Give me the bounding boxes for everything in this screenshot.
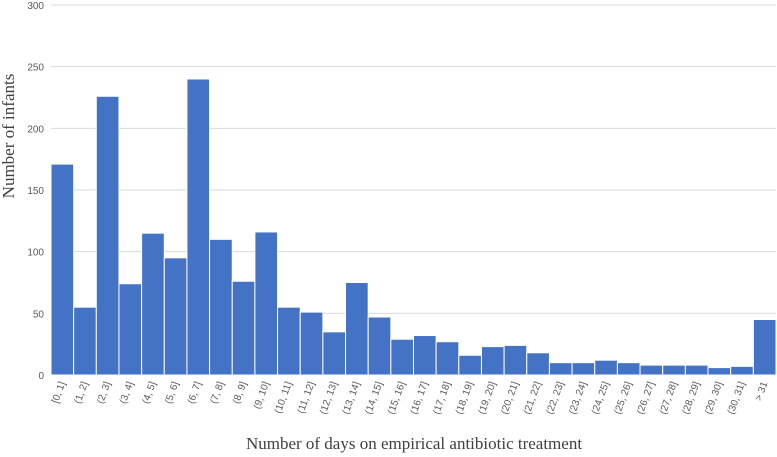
x-tick-label: (19, 20] bbox=[477, 380, 499, 416]
x-tick-label: (29, 30] bbox=[703, 380, 725, 416]
bar bbox=[254, 231, 279, 376]
x-tick-label: (2, 3] bbox=[95, 380, 113, 405]
bar bbox=[50, 163, 75, 376]
x-tick-label: (3, 4] bbox=[118, 380, 136, 405]
x-tick-label: (30, 31] bbox=[726, 380, 748, 416]
x-tick-label: (17, 18] bbox=[431, 380, 453, 416]
x-tick-label: (10, 11] bbox=[273, 380, 295, 415]
bar bbox=[322, 331, 347, 376]
x-tick-label: (23, 24] bbox=[567, 380, 589, 416]
bar bbox=[95, 95, 120, 376]
bar bbox=[367, 316, 392, 376]
x-tick-label: (24, 25] bbox=[590, 380, 612, 416]
x-tick-label: (18, 19] bbox=[454, 380, 476, 416]
y-tick-label: 250 bbox=[27, 63, 44, 74]
y-tick-label: 100 bbox=[27, 248, 44, 259]
y-axis-ticks: 0 50 100 150 200 250 300 bbox=[27, 1, 44, 382]
bar bbox=[299, 311, 324, 376]
bar bbox=[752, 319, 777, 376]
bar bbox=[390, 338, 414, 376]
bar bbox=[413, 335, 437, 376]
x-tick-label: (21, 22] bbox=[522, 380, 544, 416]
bar bbox=[118, 283, 143, 376]
x-tick-label: (11, 12] bbox=[296, 380, 318, 415]
x-tick-label: (28, 29] bbox=[681, 380, 703, 416]
x-tick-label: (27, 28] bbox=[658, 380, 680, 416]
x-tick-label: (22, 23] bbox=[545, 380, 567, 416]
y-tick-label: 50 bbox=[33, 309, 45, 320]
x-tick-label: (1, 2] bbox=[73, 380, 91, 405]
y-axis-title: Number of infants bbox=[0, 74, 18, 199]
bar bbox=[163, 257, 188, 376]
y-tick-label: 200 bbox=[27, 124, 44, 135]
bar bbox=[684, 364, 709, 376]
x-tick-label: (7, 8] bbox=[209, 380, 227, 405]
y-tick-label: 300 bbox=[27, 1, 44, 12]
x-tick-label: (6, 7] bbox=[186, 380, 204, 405]
x-tick-label: [0, 1] bbox=[50, 380, 68, 405]
bars bbox=[50, 78, 777, 376]
bar bbox=[571, 362, 596, 376]
x-tick-label: (26, 27] bbox=[635, 380, 657, 416]
bar bbox=[435, 341, 460, 376]
x-tick-label: (20, 21] bbox=[499, 380, 521, 416]
x-tick-label: (25, 26] bbox=[613, 380, 635, 416]
x-tick-label: (13, 14] bbox=[341, 380, 363, 416]
bar bbox=[526, 352, 550, 376]
x-tick-label: (12, 13] bbox=[318, 380, 340, 416]
x-tick-label: > 31 bbox=[753, 380, 770, 403]
bar bbox=[231, 280, 256, 376]
bar bbox=[707, 367, 732, 376]
bar bbox=[480, 346, 505, 376]
x-axis-ticks: [0, 1] (1, 2] (2, 3] (3, 4] (4, 5] (5, 6] (6, … bbox=[50, 380, 770, 416]
bar bbox=[730, 365, 754, 376]
bar bbox=[277, 306, 301, 376]
x-tick-label: (15, 16] bbox=[386, 380, 408, 416]
x-tick-label: (14, 15] bbox=[363, 380, 385, 416]
bar bbox=[616, 362, 641, 376]
x-tick-label: (16, 17] bbox=[409, 380, 431, 416]
x-tick-label: (4, 5] bbox=[141, 380, 159, 405]
x-axis-title: Number of days on empirical antibiotic t… bbox=[246, 434, 582, 453]
bar bbox=[141, 232, 165, 376]
y-tick-label: 0 bbox=[38, 371, 44, 382]
bar bbox=[73, 306, 97, 376]
x-tick-label: (8, 9] bbox=[231, 380, 249, 405]
bar bbox=[209, 238, 233, 376]
bar bbox=[548, 362, 573, 376]
bar bbox=[594, 359, 618, 376]
bar bbox=[186, 78, 211, 376]
x-tick-label: (5, 6] bbox=[163, 380, 181, 405]
bar bbox=[503, 344, 528, 376]
bar bbox=[639, 364, 664, 376]
bar bbox=[458, 354, 482, 376]
bar bbox=[662, 364, 686, 376]
bar bbox=[345, 282, 369, 376]
x-tick-label: (9, 10] bbox=[252, 380, 272, 411]
y-tick-label: 150 bbox=[27, 186, 44, 197]
